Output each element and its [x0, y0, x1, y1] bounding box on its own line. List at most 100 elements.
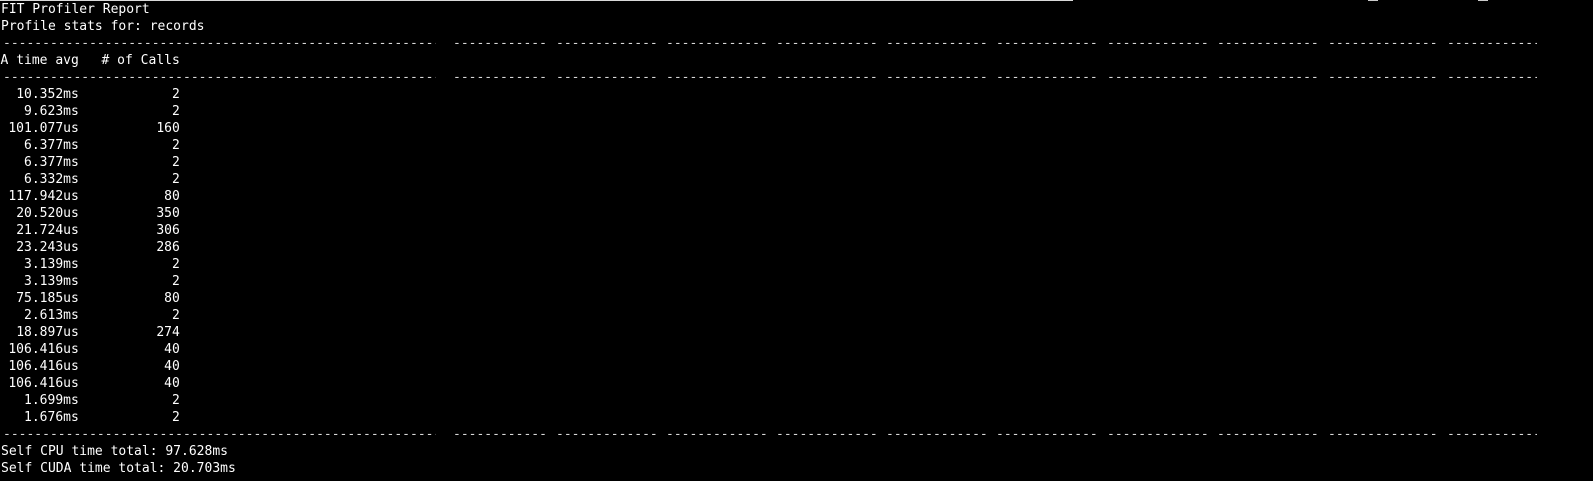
table-row: aten::_convolution0.65%635.928us3.26%3.1… — [1, 358, 236, 375]
separator-dashes: ----------------------------------------… — [996, 36, 1097, 51]
separator-dashes: ----------------------------------------… — [996, 427, 1097, 442]
cell-cuda-time-avg: 21.724us — [16, 223, 79, 238]
cell-num-calls: 80 — [164, 189, 180, 204]
cell-num-calls: 2 — [171, 155, 180, 170]
cell-num-calls: 40 — [164, 376, 180, 391]
report-title: FIT Profiler Report — [1, 2, 150, 17]
table-row: [pl][module]src.model.ImageEncoder: imag… — [1, 256, 236, 273]
separator-dashes: ----------------------------------------… — [3, 427, 436, 442]
cell-cuda-time-avg: 6.332ms — [24, 172, 79, 187]
table-row: aten::conv2d0.64%623.598us9.77%9.539ms11… — [1, 188, 236, 205]
cell-cuda-time-avg: 117.942us — [8, 189, 79, 204]
separator-dashes: ----------------------------------------… — [1107, 427, 1208, 442]
cell-num-calls: 2 — [171, 87, 180, 102]
cell-num-calls: 40 — [164, 359, 180, 374]
separator-dashes: ----------------------------------------… — [1447, 70, 1537, 85]
cell-num-calls: 2 — [171, 393, 180, 408]
separator-dashes: ----------------------------------------… — [3, 70, 436, 85]
cell-cuda-time-avg: 106.416us — [8, 376, 79, 391]
cell-num-calls: 2 — [171, 410, 180, 425]
table-row: aten::copy_3.74%3.648ms10.69%10.437ms29.… — [1, 205, 236, 222]
cell-cuda-time-avg: 6.377ms — [24, 138, 79, 153]
table-body: ProfilerStep*2.81%2.741ms98.19%95.864ms4… — [1, 86, 236, 426]
cell-cuda-time-avg: 9.623ms — [24, 104, 79, 119]
table-header: NameSelf CPU %Self CPUCPU total %CPU tot… — [0, 52, 236, 69]
cell-cuda-time-avg: 1.699ms — [24, 393, 79, 408]
table-row: aten::linear1.78%1.739ms22.83%22.286ms13… — [1, 120, 236, 137]
self-cuda-total: Self CUDA time total: 20.703ms — [1, 461, 236, 476]
cell-num-calls: 40 — [164, 342, 180, 357]
cell-num-calls: 2 — [171, 257, 180, 272]
cell-cuda-time-avg: 106.416us — [8, 342, 79, 357]
column-header-cuda-time-avg: CUDA time avg — [0, 53, 79, 68]
table-row: aten::_to_copy1.19%1.166ms32.08%31.321ms… — [1, 239, 236, 256]
separator-dashes: ----------------------------------------… — [886, 70, 987, 85]
separator-line: ----------------------------------------… — [1, 426, 1537, 443]
separator-dashes: ----------------------------------------… — [1328, 36, 1436, 51]
separator-dashes: ----------------------------------------… — [556, 36, 657, 51]
cell-cuda-time-avg: 2.613ms — [24, 308, 79, 323]
self-cpu-total: Self CPU time total: 97.628ms — [1, 444, 228, 459]
terminal-top-border — [0, 0, 1073, 1]
cell-num-calls: 2 — [171, 172, 180, 187]
separator-dashes: ----------------------------------------… — [996, 70, 1097, 85]
table-row: [pl][module]transformers.models.distilbe… — [1, 171, 236, 188]
cell-cuda-time-avg: 10.352ms — [16, 87, 79, 102]
table-row: aten::to0.40%391.619us32.48%31.713ms103.… — [1, 222, 236, 239]
cell-cuda-time-avg: 106.416us — [8, 359, 79, 374]
column-header-num-calls: # of Calls — [101, 53, 180, 68]
cell-cuda-time-avg: 18.897us — [16, 325, 79, 340]
separator-line: ----------------------------------------… — [1, 35, 1537, 52]
table-row: aten::addmm3.30%3.222ms4.49%4.379ms54.74… — [1, 290, 236, 307]
window-edge-mark — [1478, 0, 1488, 1]
cell-num-calls: 160 — [156, 121, 180, 136]
cell-num-calls: 80 — [164, 291, 180, 306]
separator-dashes: ----------------------------------------… — [453, 36, 546, 51]
table-row: aten::convolution0.26%252.793us3.52%3.43… — [1, 341, 236, 358]
separator-dashes: ----------------------------------------… — [1447, 36, 1537, 51]
cell-cuda-time-avg: 3.139ms — [24, 274, 79, 289]
separator-dashes: ----------------------------------------… — [1217, 36, 1318, 51]
table-row: aten::cudnn_convolution1.25%1.222ms2.61%… — [1, 375, 236, 392]
separator-dashes: ----------------------------------------… — [1328, 70, 1436, 85]
separator-dashes: ----------------------------------------… — [1328, 427, 1436, 442]
separator-dashes: ----------------------------------------… — [1447, 427, 1537, 442]
cell-num-calls: 286 — [156, 240, 180, 255]
cell-cuda-time-avg: 6.377ms — [24, 155, 79, 170]
cell-num-calls: 2 — [171, 138, 180, 153]
separator-dashes: ----------------------------------------… — [776, 70, 877, 85]
separator-line: ----------------------------------------… — [1, 69, 1537, 86]
cell-num-calls: 306 — [156, 223, 180, 238]
profiler-report: FIT Profiler Report Profile stats for: r… — [0, 1, 1537, 477]
separator-dashes: ----------------------------------------… — [1217, 70, 1318, 85]
table-row: void at::native::unrolled_elementwise_ke… — [1, 324, 236, 341]
cell-cuda-time-avg: 3.139ms — [24, 257, 79, 272]
window-edge-mark — [1368, 0, 1378, 1]
cell-cuda-time-avg: 101.077us — [8, 121, 79, 136]
separator-dashes: ----------------------------------------… — [1107, 70, 1208, 85]
table-row: [pl][module]src.model.TextEncoder: text_… — [1, 137, 236, 154]
table-row: [pl][module]transformers.models.distilbe… — [1, 307, 236, 324]
separator-dashes: ----------------------------------------… — [1217, 427, 1318, 442]
separator-dashes: ----------------------------------------… — [666, 427, 767, 442]
cell-num-calls: 2 — [171, 274, 180, 289]
cell-num-calls: 350 — [156, 206, 180, 221]
table-row: [pl][module]timm.models.resnet.ResNet: i… — [1, 273, 236, 290]
separator-dashes: ----------------------------------------… — [886, 36, 987, 51]
table-row: [pl][module]transformers.models.distilbe… — [1, 409, 236, 426]
report-subtitle: Profile stats for: records — [1, 19, 205, 34]
cell-cuda-time-avg: 20.520us — [16, 206, 79, 221]
table-row: ProfilerStep*2.81%2.741ms98.19%95.864ms4… — [1, 86, 236, 103]
separator-dashes: ----------------------------------------… — [776, 427, 877, 442]
separator-dashes: ----------------------------------------… — [886, 427, 987, 442]
separator-dashes: ----------------------------------------… — [453, 427, 546, 442]
cell-cuda-time-avg: 1.676ms — [24, 410, 79, 425]
cell-num-calls: 2 — [171, 104, 180, 119]
separator-dashes: ----------------------------------------… — [556, 70, 657, 85]
table-row: [pl][module]transformers.models.distilbe… — [1, 154, 236, 171]
separator-dashes: ----------------------------------------… — [556, 427, 657, 442]
separator-dashes: ----------------------------------------… — [666, 36, 767, 51]
table-row: [pl][profile][Strategy]SingleDeviceStrat… — [1, 392, 236, 409]
separator-dashes: ----------------------------------------… — [666, 70, 767, 85]
separator-dashes: ----------------------------------------… — [776, 36, 877, 51]
